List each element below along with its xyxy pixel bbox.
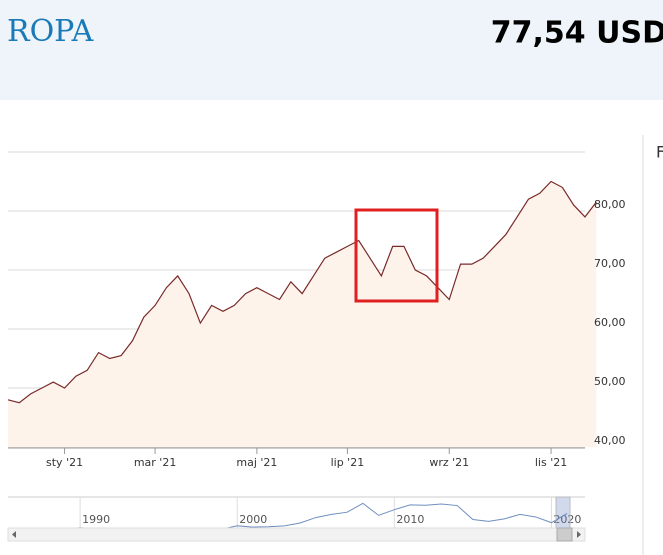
navigator-label: 2000: [239, 513, 267, 526]
navigator-label: 2010: [396, 513, 424, 526]
x-tick-label: lis '21: [535, 456, 567, 469]
x-tick-label: maj '21: [236, 456, 277, 469]
price-line: [7, 180, 597, 404]
highlight-box: [354, 208, 439, 303]
scroll-left: [12, 531, 16, 538]
x-tick-label: lip '21: [331, 456, 365, 469]
price: 77,54 USD: [491, 16, 663, 51]
y-tick-label: 40,00: [594, 434, 626, 447]
title: ROPA: [7, 14, 94, 49]
y-tick-label: 80,00: [594, 198, 626, 211]
navigator-label: 1990: [82, 513, 110, 526]
y-tick-label: 50,00: [594, 375, 626, 388]
scrollbar: [7, 527, 586, 542]
y-tick-label: 70,00: [594, 257, 626, 270]
x-tick-label: sty '21: [46, 456, 83, 469]
navigator-label: 2020: [553, 513, 581, 526]
scroll-right: [577, 531, 581, 538]
x-tick-label: wrz '21: [429, 456, 469, 469]
area-fill: [8, 181, 597, 447]
header-band: [0, 0, 663, 100]
navigator-line: [32, 502, 568, 532]
y-tick-label: 60,00: [594, 316, 626, 329]
x-tick-label: mar '21: [134, 456, 177, 469]
scrollbar-thumb: [556, 527, 573, 542]
side-label: F: [656, 143, 663, 162]
